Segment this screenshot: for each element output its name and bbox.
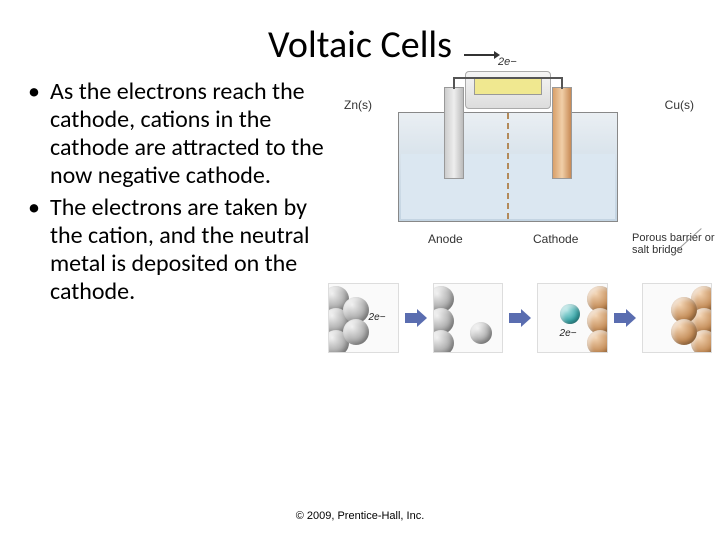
arrow-right-icon bbox=[614, 309, 636, 327]
diagram-column: Zn(s) Cu(s) 2e− Anode Cathode Porous bar… bbox=[338, 78, 692, 438]
copper-ion-icon bbox=[560, 304, 580, 324]
porous-barrier bbox=[507, 113, 509, 219]
copyright-footer: © 2009, Prentice-Hall, Inc. bbox=[0, 510, 720, 522]
voltaic-cell-container bbox=[398, 112, 618, 222]
cathode-label: Cathode bbox=[533, 232, 578, 246]
wire-right bbox=[502, 77, 562, 79]
arrow-right-icon bbox=[405, 309, 427, 327]
copper-atom-icon bbox=[587, 330, 608, 353]
arrow-right-icon bbox=[509, 309, 531, 327]
atom-panel-anode-after bbox=[433, 283, 504, 353]
copper-electrode-label: Cu(s) bbox=[665, 98, 694, 112]
electron-flow-arrow-icon bbox=[464, 54, 494, 56]
bullet-text: The electrons are taken by the cation, a… bbox=[50, 194, 338, 306]
content-row: • As the electrons reach the cathode, ca… bbox=[0, 78, 720, 438]
copper-atom-icon bbox=[671, 319, 697, 345]
anode-label: Anode bbox=[428, 232, 463, 246]
atom-panel-cathode-after bbox=[642, 283, 713, 353]
electron-label: 2e− bbox=[560, 328, 577, 339]
atom-panels-row: 2e− 2e− bbox=[328, 283, 712, 353]
voltmeter-display bbox=[474, 77, 542, 95]
bullet-marker: • bbox=[28, 78, 50, 190]
bullet-item: • As the electrons reach the cathode, ca… bbox=[28, 78, 338, 190]
wire-vertical-left bbox=[453, 77, 455, 89]
zinc-electrode-label: Zn(s) bbox=[344, 98, 372, 112]
wire-vertical-right bbox=[561, 77, 563, 89]
atom-panel-cathode-before: 2e− bbox=[537, 283, 608, 353]
zinc-atom-icon bbox=[433, 330, 454, 353]
bullet-marker: • bbox=[28, 194, 50, 306]
copper-electrode bbox=[552, 87, 572, 179]
electron-flow-label: 2e− bbox=[498, 56, 517, 68]
atom-panel-anode-before: 2e− bbox=[328, 283, 399, 353]
slide-title: Voltaic Cells bbox=[0, 0, 720, 78]
bullet-item: • The electrons are taken by the cation,… bbox=[28, 194, 338, 306]
electron-label: 2e− bbox=[369, 312, 386, 323]
porous-barrier-label: Porous barrier or salt bridge bbox=[632, 232, 720, 256]
bullet-column: • As the electrons reach the cathode, ca… bbox=[28, 78, 338, 438]
zinc-atom-icon bbox=[343, 319, 369, 345]
zinc-ion-icon bbox=[470, 322, 492, 344]
zinc-electrode bbox=[444, 87, 464, 179]
bullet-text: As the electrons reach the cathode, cati… bbox=[50, 78, 338, 190]
